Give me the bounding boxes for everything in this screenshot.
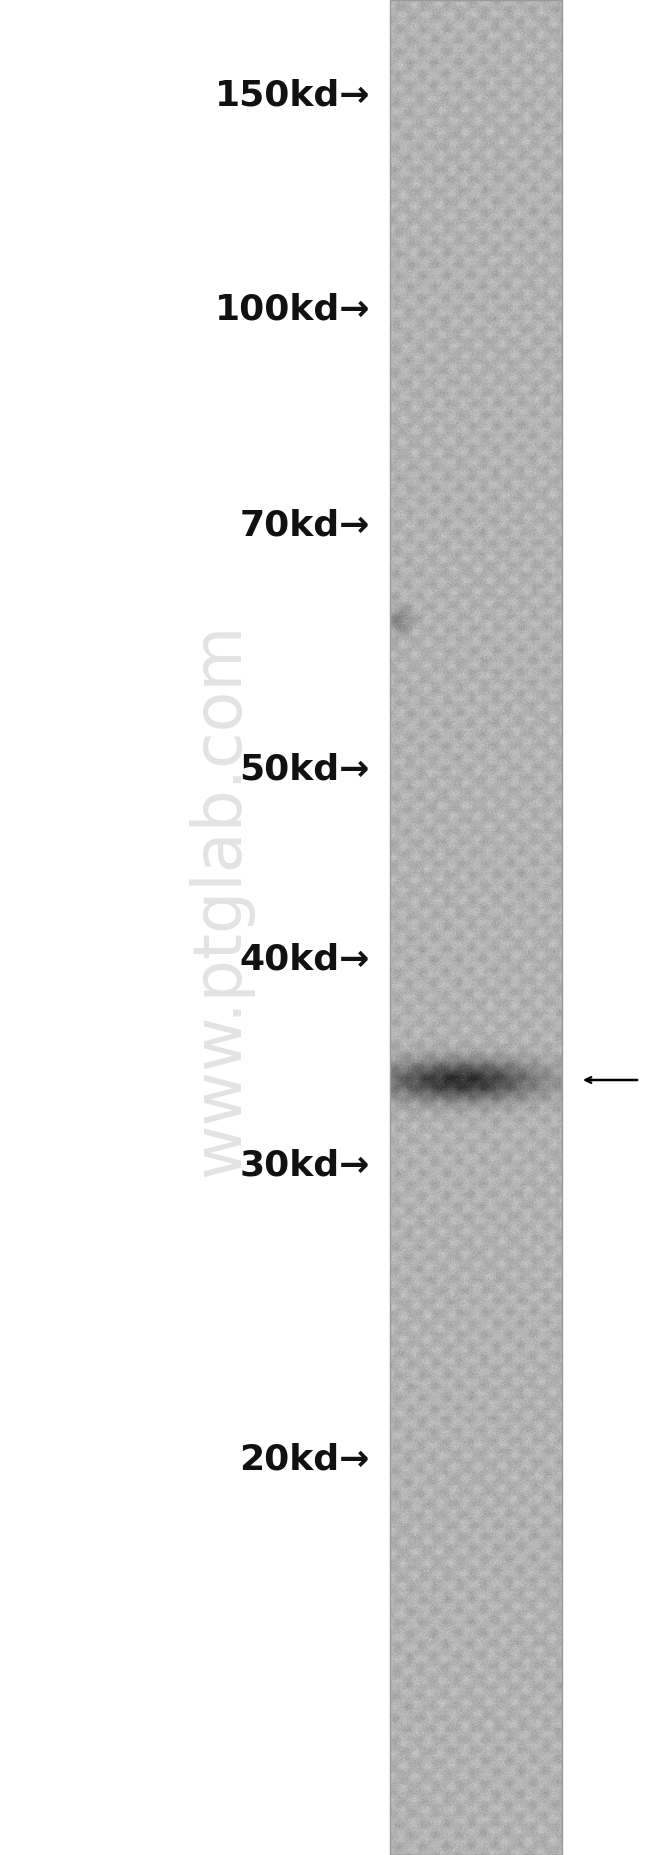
Text: 20kd→: 20kd→ <box>240 1443 370 1477</box>
Text: 40kd→: 40kd→ <box>240 942 370 978</box>
Bar <box>390 0 562 1855</box>
Text: 30kd→: 30kd→ <box>240 1148 370 1182</box>
Text: 70kd→: 70kd→ <box>240 508 370 542</box>
Text: 100kd→: 100kd→ <box>214 293 370 326</box>
Text: 150kd→: 150kd→ <box>214 78 370 111</box>
Text: www.ptglab.com: www.ptglab.com <box>187 623 253 1178</box>
Text: 50kd→: 50kd→ <box>240 753 370 787</box>
